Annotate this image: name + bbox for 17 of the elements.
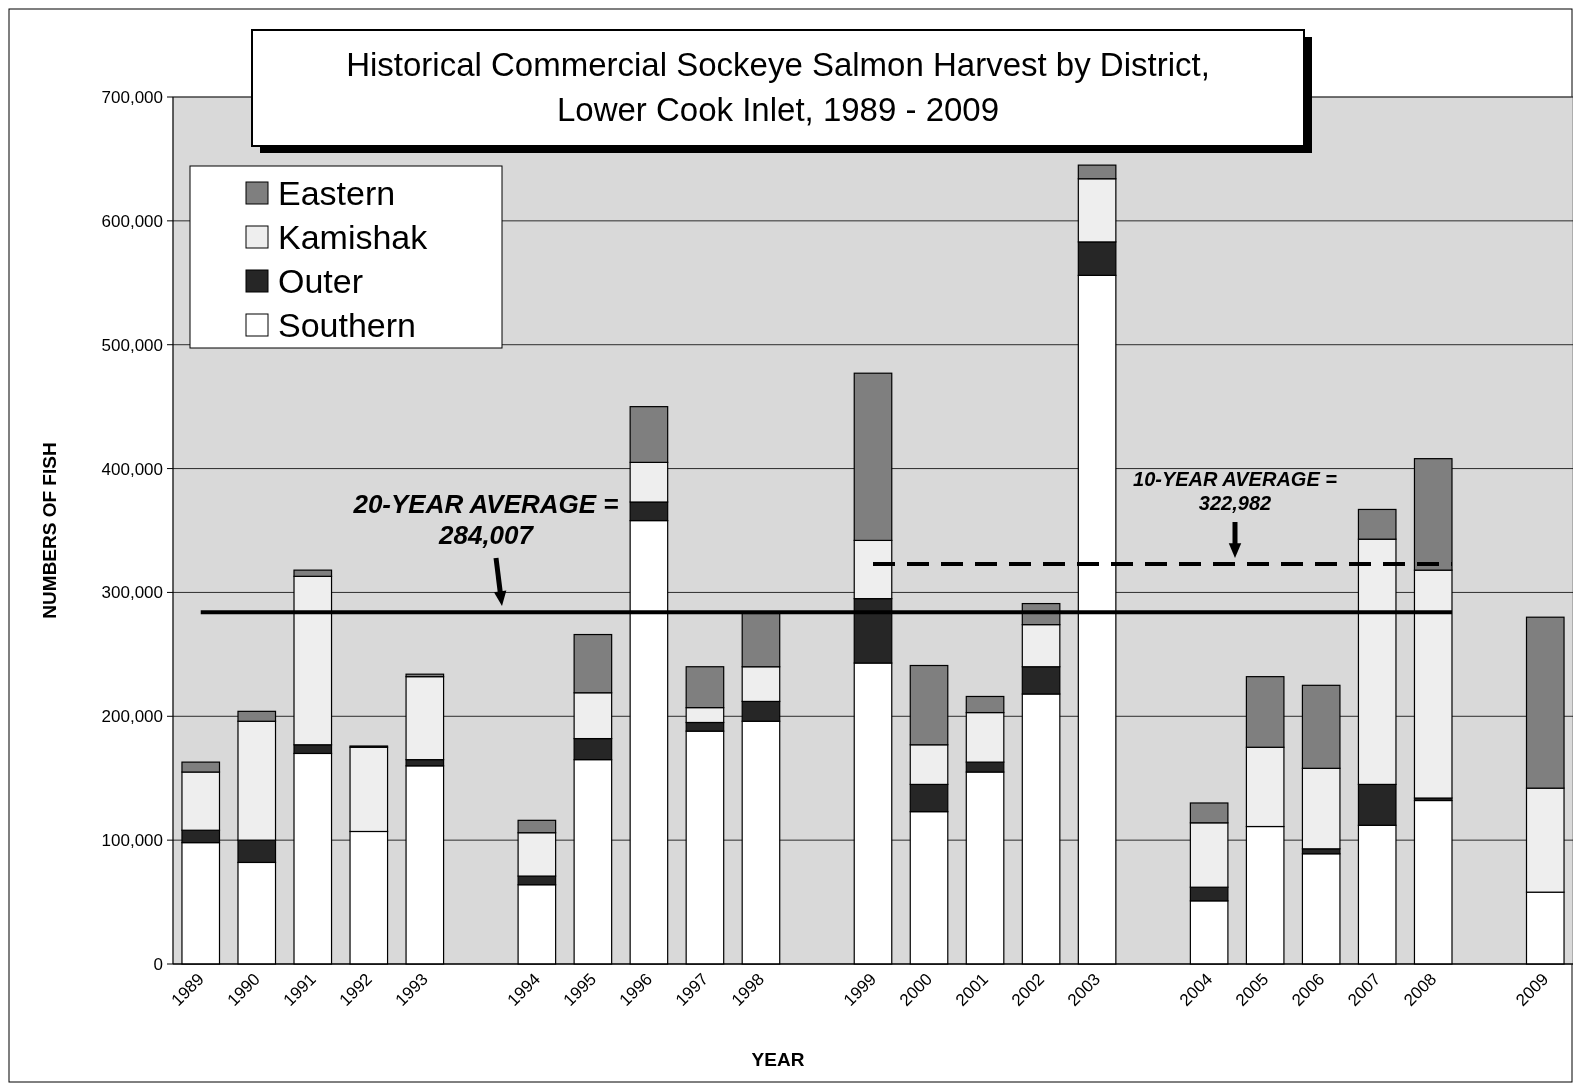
y-tick-label: 200,000 xyxy=(101,707,163,727)
y-tick-label: 400,000 xyxy=(101,459,163,479)
y-axis-title: NUMBERS OF FISH xyxy=(39,442,60,619)
y-tick-label: 600,000 xyxy=(101,211,163,231)
chart-title: Historical Commercial Sockeye Salmon Harvest by District, Lower Cook Inlet, 1989 - 2009 xyxy=(346,46,1210,128)
y-tick-label: 700,000 xyxy=(101,87,163,107)
x-axis-title: YEAR xyxy=(751,1049,805,1070)
ref-line-label: 10-YEAR AVERAGE = 322,982 xyxy=(1133,468,1338,514)
y-tick-label: 300,000 xyxy=(101,583,163,603)
y-tick-label: 500,000 xyxy=(101,335,163,355)
y-tick-label: 100,000 xyxy=(101,831,163,851)
legend-label: Southern xyxy=(278,305,416,344)
legend-label: Eastern xyxy=(278,173,396,212)
legend-label: Outer xyxy=(278,261,364,300)
ref-line-label: 20-YEAR AVERAGE = 284,007 xyxy=(352,489,619,551)
legend-label: Kamishak xyxy=(278,217,429,256)
y-tick-label: 0 xyxy=(153,954,163,974)
